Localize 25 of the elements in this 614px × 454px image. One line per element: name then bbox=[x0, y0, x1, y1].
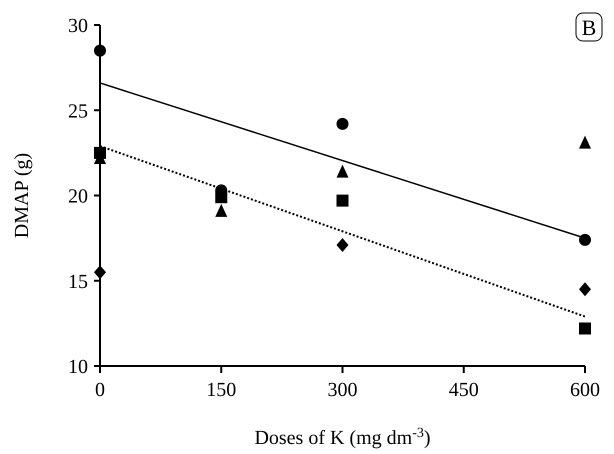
point bbox=[215, 191, 228, 204]
y-axis-title: DMAP (g) bbox=[11, 152, 33, 238]
point bbox=[579, 234, 591, 246]
point bbox=[94, 44, 106, 57]
y-tick-label: 10 bbox=[68, 356, 88, 378]
x-axis-title: Doses of K (mg dm$^{-3}$) bbox=[254, 426, 431, 449]
x-tick-label: 450 bbox=[448, 379, 479, 401]
y-tick-label: 15 bbox=[68, 270, 88, 293]
point bbox=[579, 322, 591, 334]
point bbox=[336, 194, 348, 207]
point bbox=[336, 164, 348, 178]
x-tick-label: 600 bbox=[570, 379, 600, 401]
point bbox=[579, 136, 591, 149]
point bbox=[336, 118, 348, 130]
point bbox=[336, 238, 348, 252]
x-tick-label: 300 bbox=[328, 379, 358, 401]
annotation: B bbox=[582, 15, 596, 40]
x-tick-label: 150 bbox=[206, 379, 236, 401]
point bbox=[215, 204, 228, 217]
y-tick-label: 25 bbox=[68, 100, 88, 122]
y-tick-label: 30 bbox=[68, 15, 88, 37]
point bbox=[94, 265, 106, 280]
point bbox=[579, 282, 591, 296]
x-tick-label: 0 bbox=[95, 379, 105, 401]
y-tick-label: 20 bbox=[68, 186, 88, 208]
